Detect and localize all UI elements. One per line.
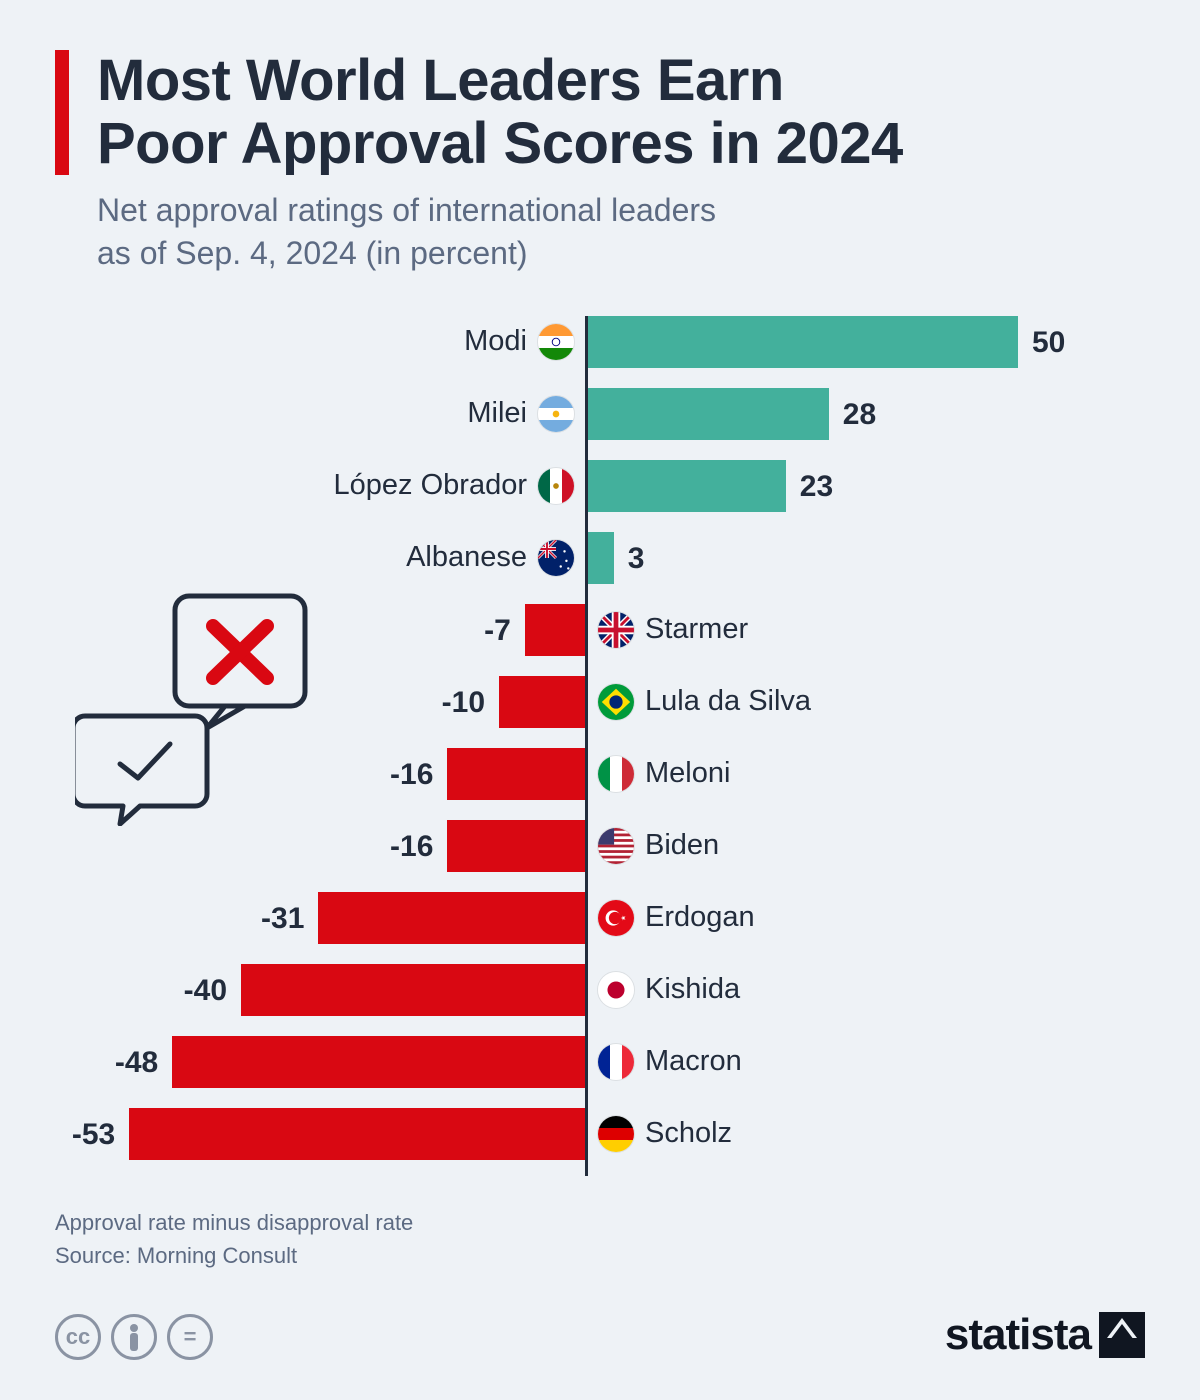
bar bbox=[172, 1036, 585, 1088]
license-icons: cc = bbox=[55, 1314, 213, 1360]
leader-name: Scholz bbox=[645, 1117, 732, 1150]
chart-row: Albanese 3 bbox=[55, 532, 1145, 584]
chart-row: Milei 28 bbox=[55, 388, 1145, 440]
flag-icon bbox=[597, 755, 635, 793]
flag-icon bbox=[597, 683, 635, 721]
leader-name: Milei bbox=[55, 397, 527, 430]
chart-row: Kishida -40 bbox=[55, 964, 1145, 1016]
statista-logo: statista bbox=[945, 1310, 1145, 1360]
bar bbox=[588, 388, 829, 440]
chart-row: Erdogan -31 bbox=[55, 892, 1145, 944]
chart-row: Macron -48 bbox=[55, 1036, 1145, 1088]
bar-value: -48 bbox=[115, 1046, 158, 1080]
flag-icon bbox=[597, 1115, 635, 1153]
bar-value: 28 bbox=[843, 398, 876, 432]
leader-name: Albanese bbox=[55, 541, 527, 574]
bar-value: -31 bbox=[261, 902, 304, 936]
bar-value: 23 bbox=[800, 470, 833, 504]
leader-name: López Obrador bbox=[55, 469, 527, 502]
bar bbox=[588, 316, 1018, 368]
leader-name: Kishida bbox=[645, 973, 740, 1006]
bar-chart: Modi 50 Milei 28 López Obrador 23 Albanese 3 Sta… bbox=[55, 316, 1145, 1176]
bar-value: -16 bbox=[390, 830, 433, 864]
chart-row: Biden -16 bbox=[55, 820, 1145, 872]
footer: cc = statista bbox=[55, 1310, 1145, 1360]
bar-value: -10 bbox=[442, 686, 485, 720]
flag-icon bbox=[597, 899, 635, 937]
footnote-line-2: Source: Morning Consult bbox=[55, 1243, 297, 1268]
bar bbox=[499, 676, 585, 728]
subtitle: Net approval ratings of international le… bbox=[97, 189, 1145, 275]
bar-value: 3 bbox=[628, 542, 645, 576]
bar bbox=[241, 964, 585, 1016]
chart-row: López Obrador 23 bbox=[55, 460, 1145, 512]
infographic-container: Most World Leaders Earn Poor Approval Sc… bbox=[0, 0, 1200, 1400]
cc-icon: cc bbox=[55, 1314, 101, 1360]
title-accent-bar bbox=[55, 50, 69, 175]
logo-mark-icon bbox=[1099, 1312, 1145, 1358]
footnote-line-1: Approval rate minus disapproval rate bbox=[55, 1210, 413, 1235]
header: Most World Leaders Earn Poor Approval Sc… bbox=[55, 50, 1145, 175]
logo-text: statista bbox=[945, 1310, 1091, 1360]
flag-icon bbox=[597, 971, 635, 1009]
chart-row: Modi 50 bbox=[55, 316, 1145, 368]
bar-value: -40 bbox=[184, 974, 227, 1008]
flag-icon bbox=[537, 323, 575, 361]
bar bbox=[129, 1108, 585, 1160]
page-title: Most World Leaders Earn Poor Approval Sc… bbox=[97, 50, 903, 175]
bar bbox=[588, 532, 614, 584]
flag-icon bbox=[597, 827, 635, 865]
leader-name: Modi bbox=[55, 325, 527, 358]
bar-value: -53 bbox=[72, 1118, 115, 1152]
flag-icon bbox=[537, 467, 575, 505]
chart-footnote: Approval rate minus disapproval rate Sou… bbox=[55, 1206, 1145, 1272]
flag-icon bbox=[597, 1043, 635, 1081]
flag-icon bbox=[537, 395, 575, 433]
subtitle-line-2: as of Sep. 4, 2024 (in percent) bbox=[97, 235, 527, 271]
title-line-1: Most World Leaders Earn bbox=[97, 48, 784, 113]
bar bbox=[588, 460, 786, 512]
leader-name: Biden bbox=[645, 829, 719, 862]
bar-value: 50 bbox=[1032, 326, 1065, 360]
bar-value: -16 bbox=[390, 758, 433, 792]
leader-name: Meloni bbox=[645, 757, 730, 790]
flag-icon bbox=[537, 539, 575, 577]
leader-name: Lula da Silva bbox=[645, 685, 811, 718]
leader-name: Starmer bbox=[645, 613, 748, 646]
leader-name: Macron bbox=[645, 1045, 742, 1078]
bar bbox=[525, 604, 585, 656]
bar bbox=[447, 748, 585, 800]
no-derivs-icon: = bbox=[167, 1314, 213, 1360]
bar-value: -7 bbox=[484, 614, 511, 648]
bar bbox=[318, 892, 585, 944]
leader-name: Erdogan bbox=[645, 901, 755, 934]
flag-icon bbox=[597, 611, 635, 649]
attribution-icon bbox=[111, 1314, 157, 1360]
subtitle-line-1: Net approval ratings of international le… bbox=[97, 192, 716, 228]
title-line-2: Poor Approval Scores in 2024 bbox=[97, 111, 903, 176]
bar bbox=[447, 820, 585, 872]
chart-row: Scholz -53 bbox=[55, 1108, 1145, 1160]
speech-bubble-icons bbox=[75, 586, 315, 826]
